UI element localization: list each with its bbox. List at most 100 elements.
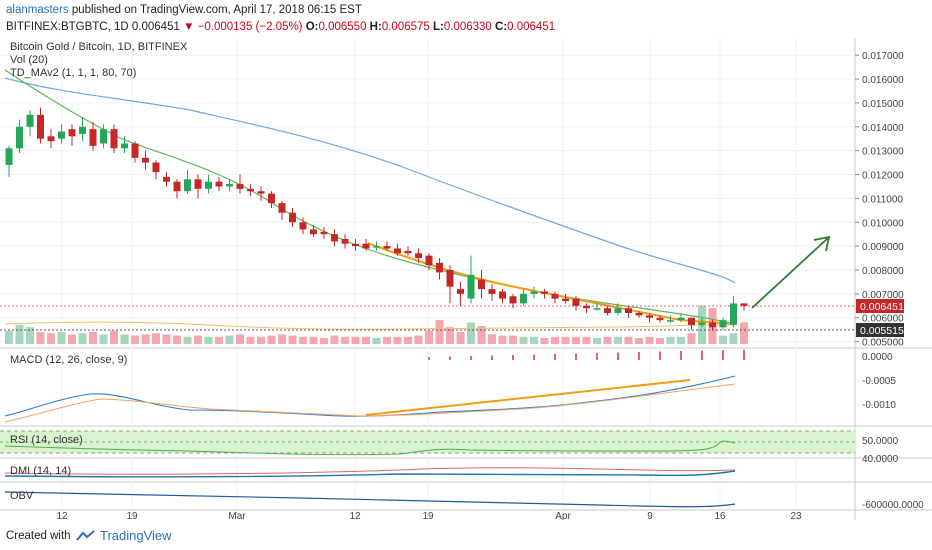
candle-body bbox=[89, 129, 97, 146]
candle-body bbox=[131, 143, 139, 158]
candle-body bbox=[688, 317, 695, 325]
chart-area[interactable]: Bitcoin Gold / Bitcoin, 1D, BITFINEX Vol… bbox=[0, 38, 932, 522]
macd-hist-bar bbox=[722, 350, 724, 360]
indicator-tick-label: 50.0000 bbox=[862, 436, 899, 447]
arrow-head-icon bbox=[813, 235, 831, 252]
volume-bar bbox=[257, 336, 265, 344]
volume-bar bbox=[530, 336, 538, 344]
volume-bar bbox=[477, 326, 486, 344]
volume-bar bbox=[78, 333, 87, 344]
candle-body bbox=[425, 255, 433, 266]
volume-bar bbox=[414, 335, 423, 344]
volume-bar bbox=[540, 338, 549, 344]
volume-bar bbox=[152, 333, 160, 344]
macd-hist-bar bbox=[512, 355, 514, 360]
close-label: C: bbox=[495, 21, 508, 33]
tradingview-logo-icon bbox=[76, 530, 95, 541]
volume-bar bbox=[719, 335, 727, 344]
created-with-text: Created with bbox=[6, 530, 71, 542]
volume-bar bbox=[351, 336, 360, 344]
volume-bar bbox=[141, 334, 150, 344]
volume-bar bbox=[278, 334, 286, 344]
td-legend: TD_MAv2 (1, 1, 1, 80, 70) bbox=[10, 67, 136, 79]
volume-bar bbox=[404, 336, 412, 344]
volume-bar bbox=[15, 324, 24, 344]
volume-bar bbox=[677, 336, 685, 344]
time-tick-label: 19 bbox=[422, 511, 434, 520]
volume-bar bbox=[120, 334, 129, 344]
price-tick-label: 0.016000 bbox=[862, 75, 904, 86]
indicator-tick-label: -600000.0000 bbox=[862, 500, 924, 511]
chart-title: Bitcoin Gold / Bitcoin, 1D, BITFINEX bbox=[10, 41, 188, 53]
volume-bar bbox=[204, 336, 213, 344]
candle-body bbox=[16, 126, 23, 149]
candle-body bbox=[572, 298, 580, 306]
volume-bar bbox=[488, 334, 496, 344]
candle-body bbox=[331, 234, 338, 242]
candle-body bbox=[635, 312, 643, 316]
volume-bar bbox=[183, 336, 192, 344]
volume-bar bbox=[666, 336, 675, 344]
change-value: −0.000135 (−2.05%) bbox=[197, 21, 303, 33]
candle-series bbox=[5, 107, 748, 330]
volume-bar bbox=[162, 334, 171, 344]
price-tick-label: 0.015000 bbox=[862, 99, 904, 110]
candle-body bbox=[530, 291, 538, 294]
candle-body bbox=[667, 320, 674, 322]
support-price-tag-text: 0.005515 bbox=[860, 325, 904, 337]
price-tick-label: 0.010000 bbox=[862, 218, 904, 229]
volume-bar bbox=[372, 338, 381, 344]
candle-body bbox=[47, 136, 55, 142]
dmi-plus-line bbox=[4, 467, 736, 475]
candle-body bbox=[215, 181, 223, 187]
tradingview-brand[interactable]: TradingView bbox=[100, 528, 172, 543]
rsi-line bbox=[4, 440, 736, 456]
volume-bar bbox=[435, 320, 444, 344]
candle-body bbox=[719, 320, 727, 328]
candle-body bbox=[268, 193, 275, 204]
close-value: 0.006451 bbox=[507, 21, 556, 33]
macd-hist-bar bbox=[533, 354, 535, 360]
last-price: 0.006451 bbox=[131, 21, 180, 33]
candle-body bbox=[320, 231, 328, 235]
macd-hist-bar bbox=[638, 352, 640, 360]
volume-bar bbox=[320, 338, 328, 344]
volume-bar bbox=[246, 336, 255, 344]
candle-body bbox=[604, 308, 611, 313]
symbol-label: BITFINEX:BTGBTC, 1D bbox=[6, 21, 129, 33]
volume-bar bbox=[446, 327, 454, 344]
candle-body bbox=[373, 246, 380, 248]
price-tick-label: 0.011000 bbox=[862, 194, 903, 205]
chart-svg[interactable]: Bitcoin Gold / Bitcoin, 1D, BITFINEX Vol… bbox=[0, 38, 932, 522]
candle-body bbox=[79, 126, 86, 134]
indicator-tick-label: -0.0005 bbox=[862, 376, 896, 387]
macd-histogram bbox=[428, 349, 745, 360]
volume-bar bbox=[456, 332, 465, 344]
indicator-tick-label: 0.0000 bbox=[862, 352, 893, 363]
candle-body bbox=[173, 181, 181, 192]
macd-line bbox=[4, 375, 736, 417]
volume-bar bbox=[36, 332, 45, 344]
footer: Created with TradingView bbox=[0, 522, 932, 550]
candle-body bbox=[625, 308, 632, 313]
time-axis[interactable]: 12 19 Mar 12 19 Apr 9 16 23 bbox=[56, 511, 802, 522]
macd-hist-bar bbox=[596, 353, 598, 360]
candle-body bbox=[142, 157, 149, 163]
macd-hist-bar bbox=[491, 355, 493, 360]
volume-bar bbox=[498, 335, 507, 344]
author-link[interactable]: alanmasters bbox=[6, 4, 69, 16]
price-tick-label: 0.009000 bbox=[862, 242, 904, 253]
macd-divergence-line bbox=[365, 379, 691, 416]
macd-hist-bar bbox=[428, 357, 430, 360]
candle-body bbox=[226, 184, 233, 187]
candle-body bbox=[37, 114, 44, 139]
volume-bar bbox=[194, 335, 202, 344]
candle-body bbox=[257, 191, 265, 194]
price-axis[interactable]: 0.017000 0.016000 0.015000 0.014000 0.013000… bbox=[855, 51, 924, 511]
volume-bar bbox=[393, 336, 402, 344]
volume-bar bbox=[267, 335, 276, 344]
time-tick-label: 16 bbox=[714, 511, 726, 520]
volume-bar bbox=[572, 336, 580, 344]
candle-body bbox=[247, 188, 254, 192]
macd-hist-bar bbox=[701, 350, 703, 360]
